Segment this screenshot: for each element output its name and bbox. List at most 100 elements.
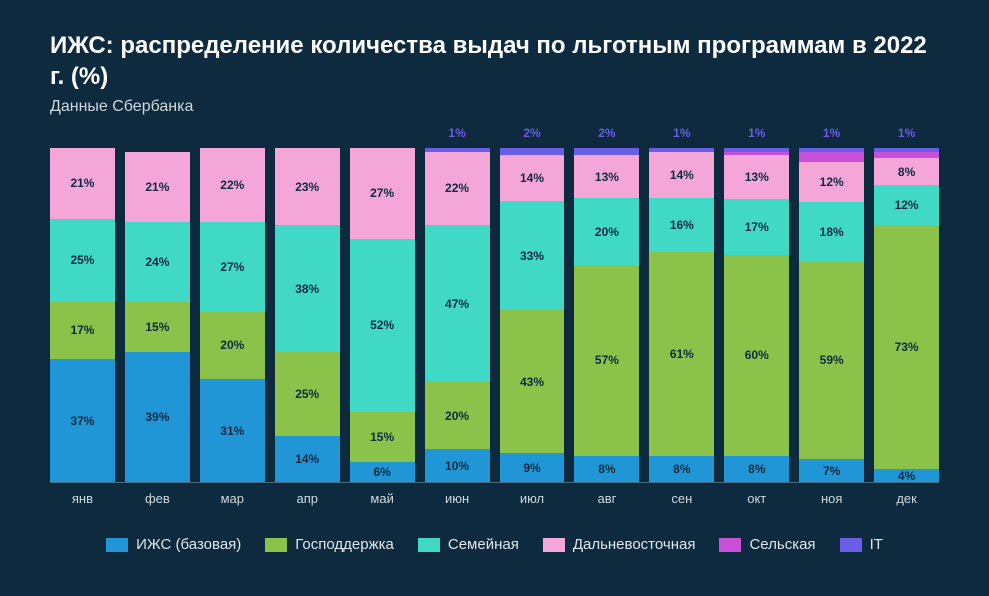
top-label: 1% [649,126,714,146]
bar-segment-sem: 27% [200,222,265,312]
bar-segment-izhs: 39% [125,352,190,482]
bar-segment-dal: 13% [724,155,789,198]
bar-segment-dal: 23% [275,148,340,225]
bar-column: 22%27%20%31% [200,148,265,482]
bar-segment-gos: 73% [874,225,939,469]
bar-column: 13%20%57%8% [574,148,639,482]
top-label: 1% [425,126,490,146]
bar-column: 8%12%73%4% [874,148,939,482]
legend: ИЖС (базовая) Господдержка Семейная Дальнев… [50,536,939,553]
x-axis-label: ноя [799,491,864,506]
bar-segment-sel [799,152,864,162]
bar-segment-izhs: 37% [50,359,115,483]
legend-swatch [719,538,741,552]
bar-segment-izhs: 31% [200,379,265,483]
bar-segment-sel [874,152,939,159]
x-axis-label: мар [200,491,265,506]
top-label [125,126,190,146]
x-axis-label: дек [874,491,939,506]
bar-segment-izhs: 10% [425,449,490,482]
x-axis-label: июл [500,491,565,506]
bar-segment-izhs: 8% [724,456,789,483]
bar-segment-dal: 14% [649,152,714,199]
chart-subtitle: Данные Сбербанка [50,98,939,116]
legend-item-sel: Сельская [719,536,815,553]
bar-segment-izhs: 14% [275,436,340,483]
bar-segment-gos: 57% [574,265,639,455]
bar-segment-dal: 12% [799,162,864,202]
chart-title: ИЖС: распределение количества выдач по л… [50,30,939,92]
top-label: 1% [874,126,939,146]
bar-segment-izhs: 7% [799,459,864,482]
top-label [200,126,265,146]
bar-segment-gos: 15% [350,412,415,462]
bar-segment-gos: 15% [125,302,190,352]
bar-segment-sem: 38% [275,225,340,352]
bar-segment-sem: 12% [874,185,939,225]
x-axis-label: июн [425,491,490,506]
top-label [350,126,415,146]
x-axis-label: фев [125,491,190,506]
bar-segment-gos: 59% [799,262,864,459]
x-axis: янвфевмарапрмайиюниюлавгсеноктноядек [50,491,939,506]
legend-label: Господдержка [295,536,394,553]
legend-item-it: IT [840,536,883,553]
legend-item-izhs: ИЖС (базовая) [106,536,241,553]
bar-segment-gos: 20% [425,382,490,449]
legend-label: ИЖС (базовая) [136,536,241,553]
bar-segment-dal: 27% [350,148,415,238]
bar-segment-izhs: 8% [649,456,714,483]
top-label [275,126,340,146]
bar-segment-sem: 20% [574,198,639,265]
chart-area: 1%2%2%1%1%1%1% 21%25%17%37%21%24%15%39%2… [50,126,939,506]
bar-column: 27%52%15%6% [350,148,415,482]
x-axis-label: янв [50,491,115,506]
bar-segment-gos: 20% [200,312,265,379]
x-axis-label: окт [724,491,789,506]
top-label: 1% [799,126,864,146]
top-label [50,126,115,146]
bar-segment-dal: 22% [425,152,490,225]
bar-segment-dal: 13% [574,155,639,198]
legend-swatch [106,538,128,552]
top-label: 2% [500,126,565,146]
legend-label: Сельская [749,536,815,553]
legend-swatch [840,538,862,552]
bar-segment-dal: 21% [125,152,190,222]
x-axis-label: апр [275,491,340,506]
bar-segment-dal: 22% [200,148,265,221]
legend-item-sem: Семейная [418,536,519,553]
bar-segment-izhs: 9% [500,453,565,483]
bar-segment-it [500,148,565,155]
x-axis-label: авг [574,491,639,506]
bar-segment-gos: 61% [649,252,714,456]
bar-segment-sem: 16% [649,198,714,251]
bars-container: 21%25%17%37%21%24%15%39%22%27%20%31%23%3… [50,148,939,483]
bar-segment-gos: 60% [724,255,789,455]
bar-segment-izhs: 8% [574,456,639,483]
bar-segment-izhs: 6% [350,462,415,482]
bar-segment-sem: 24% [125,222,190,302]
bar-segment-gos: 17% [50,302,115,359]
bar-segment-gos: 43% [500,310,565,452]
legend-label: Семейная [448,536,519,553]
bar-column: 21%24%15%39% [125,148,190,482]
legend-swatch [418,538,440,552]
bar-segment-sem: 52% [350,239,415,413]
bar-segment-dal: 14% [500,155,565,201]
legend-label: Дальневосточная [573,536,696,553]
legend-label: IT [870,536,883,553]
legend-swatch [265,538,287,552]
bar-segment-it [574,148,639,155]
x-axis-label: сен [649,491,714,506]
bar-segment-sem: 47% [425,225,490,382]
bar-column: 12%18%59%7% [799,148,864,482]
legend-item-gos: Господдержка [265,536,394,553]
bar-segment-sem: 25% [50,219,115,303]
legend-swatch [543,538,565,552]
bar-column: 23%38%25%14% [275,148,340,482]
bar-column: 21%25%17%37% [50,148,115,482]
bar-segment-izhs: 4% [874,469,939,482]
bar-column: 14%16%61%8% [649,148,714,482]
bar-segment-sem: 17% [724,199,789,256]
